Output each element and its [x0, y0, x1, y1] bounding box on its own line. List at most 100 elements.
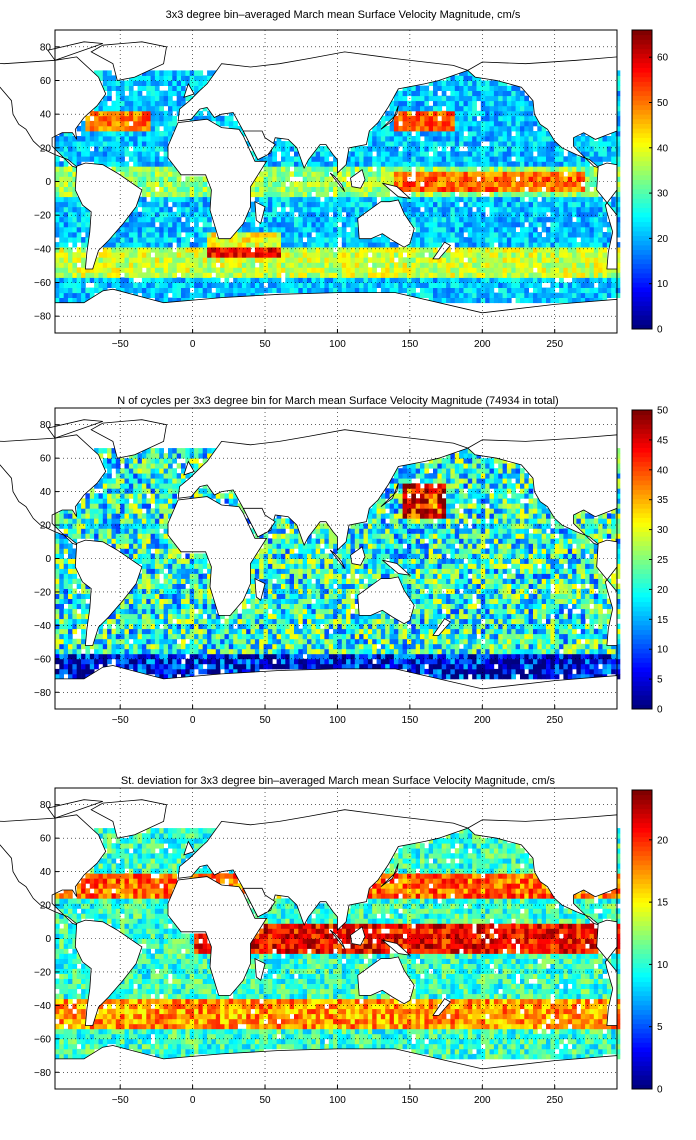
data-bin — [298, 171, 303, 177]
data-bin — [289, 237, 295, 243]
data-bin — [163, 252, 169, 258]
data-bin — [485, 161, 490, 167]
data-bin — [150, 628, 156, 635]
data-bin — [615, 201, 621, 208]
data-bin — [159, 141, 164, 147]
data-bin — [124, 658, 130, 665]
data-bin — [59, 247, 64, 253]
data-bin — [450, 206, 456, 213]
data-bin — [72, 181, 78, 187]
data-bin — [493, 297, 499, 304]
data-bin — [346, 191, 351, 198]
data-bin — [89, 658, 95, 665]
data-bin — [281, 186, 286, 192]
data-bin — [154, 237, 160, 243]
data-bin — [194, 176, 199, 182]
data-bin — [437, 85, 443, 91]
data-bin — [320, 262, 325, 268]
data-bin — [146, 211, 151, 218]
data-bin — [602, 206, 608, 213]
data-bin — [150, 668, 156, 675]
data-bin — [459, 141, 464, 147]
data-bin — [498, 297, 503, 304]
data-bin — [402, 176, 408, 182]
data-bin — [159, 468, 164, 474]
data-bin — [593, 146, 599, 152]
data-bin — [55, 518, 60, 524]
data-bin — [163, 115, 169, 122]
data-bin — [98, 658, 104, 665]
data-bin — [480, 171, 486, 177]
data-bin — [454, 262, 460, 268]
colorbar-step — [632, 86, 652, 92]
data-bin — [159, 105, 164, 112]
data-bin — [202, 257, 208, 263]
data-bin — [506, 115, 512, 122]
data-bin — [294, 161, 299, 167]
data-bin — [437, 181, 443, 187]
data-bin — [346, 166, 351, 172]
data-bin — [376, 166, 382, 172]
data-bin — [502, 181, 508, 187]
data-bin — [563, 221, 569, 228]
data-bin — [576, 186, 582, 192]
data-bin — [189, 80, 195, 86]
data-bin — [133, 538, 138, 544]
data-bin — [81, 216, 86, 223]
data-bin — [472, 161, 477, 167]
data-bin — [202, 105, 208, 112]
data-bin — [563, 282, 569, 288]
data-bin — [128, 125, 134, 132]
data-bin — [159, 211, 164, 218]
data-bin — [68, 548, 73, 554]
data-bin — [376, 161, 382, 167]
data-bin — [141, 282, 147, 288]
data-bins — [55, 70, 621, 304]
data-bin — [585, 262, 590, 268]
coastline — [183, 82, 195, 98]
data-bin — [289, 156, 295, 162]
data-bin — [467, 80, 473, 86]
data-bin — [498, 166, 503, 172]
data-bin — [533, 221, 538, 228]
data-bin — [211, 237, 217, 243]
colorbar-step — [632, 137, 652, 143]
data-bin — [141, 663, 147, 670]
data-bin — [211, 267, 217, 273]
data-bin — [281, 166, 286, 172]
data-bin — [59, 196, 64, 203]
data-bin — [298, 262, 303, 268]
data-bin — [124, 85, 130, 91]
data-bin — [506, 196, 512, 203]
data-bin — [259, 201, 264, 208]
data-bin — [81, 252, 86, 258]
data-bin — [146, 272, 151, 278]
data-bin — [141, 100, 147, 107]
data-bin — [307, 262, 312, 268]
data-bin — [141, 206, 147, 213]
data-bin — [211, 232, 217, 238]
data-bin — [76, 638, 82, 645]
data-bin — [241, 262, 247, 268]
data-bin — [476, 262, 482, 268]
data-bin — [546, 191, 551, 198]
data-bin — [546, 151, 551, 157]
data-bin — [298, 237, 303, 243]
data-bin — [467, 95, 473, 102]
data-bin — [159, 653, 164, 660]
data-bin — [124, 221, 130, 228]
data-bin — [424, 156, 430, 162]
data-bin — [302, 267, 308, 273]
data-bin — [55, 568, 60, 574]
data-bin — [428, 95, 434, 102]
data-bin — [502, 146, 508, 152]
data-bin — [128, 553, 134, 559]
data-bin — [207, 257, 212, 263]
data-bin — [489, 120, 495, 127]
colorbar-step — [632, 44, 652, 50]
data-bin — [593, 171, 599, 177]
data-bin — [585, 216, 590, 223]
data-bin — [154, 458, 160, 464]
data-bin — [328, 181, 334, 187]
data-bin — [463, 206, 469, 213]
